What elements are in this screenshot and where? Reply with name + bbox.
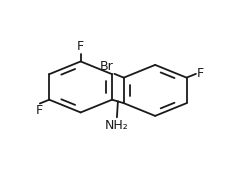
Text: F: F — [196, 67, 203, 80]
Text: NH₂: NH₂ — [105, 119, 128, 132]
Text: F: F — [35, 104, 42, 117]
Text: F: F — [77, 40, 84, 53]
Text: Br: Br — [99, 60, 113, 73]
